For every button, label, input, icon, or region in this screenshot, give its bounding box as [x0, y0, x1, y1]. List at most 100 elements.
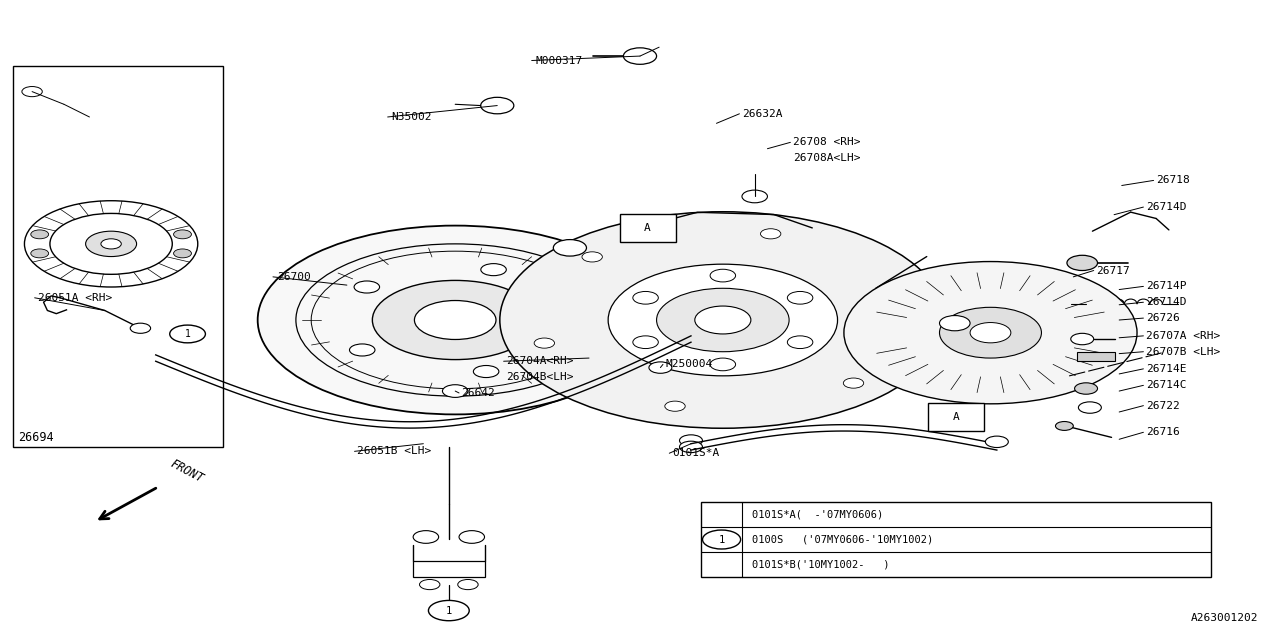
- Circle shape: [443, 385, 468, 397]
- Circle shape: [413, 531, 439, 543]
- Ellipse shape: [481, 264, 507, 276]
- Ellipse shape: [970, 323, 1011, 343]
- Bar: [413, 561, 485, 577]
- Text: 1: 1: [718, 534, 724, 545]
- Circle shape: [174, 230, 192, 239]
- Text: 26718: 26718: [1156, 175, 1190, 186]
- Text: 26714D: 26714D: [1146, 202, 1187, 212]
- Circle shape: [1056, 422, 1074, 430]
- Circle shape: [170, 325, 205, 343]
- Ellipse shape: [349, 344, 375, 356]
- Text: 26700: 26700: [276, 272, 311, 282]
- Ellipse shape: [355, 281, 380, 293]
- Ellipse shape: [86, 231, 137, 257]
- Ellipse shape: [415, 301, 495, 339]
- Circle shape: [31, 230, 49, 239]
- Text: 26714D: 26714D: [1146, 297, 1187, 307]
- Text: 26707A <RH>: 26707A <RH>: [1146, 331, 1220, 341]
- Bar: [13, 66, 223, 447]
- Circle shape: [1075, 383, 1097, 394]
- Text: 26704B<LH>: 26704B<LH>: [506, 372, 573, 382]
- Circle shape: [1079, 402, 1101, 413]
- Ellipse shape: [372, 280, 538, 360]
- Circle shape: [1068, 255, 1097, 271]
- Circle shape: [742, 190, 768, 203]
- Text: 26714E: 26714E: [1146, 364, 1187, 374]
- Ellipse shape: [499, 212, 946, 428]
- Text: 26714P: 26714P: [1146, 282, 1187, 291]
- Circle shape: [420, 579, 440, 589]
- Circle shape: [460, 531, 485, 543]
- Text: 26642: 26642: [462, 388, 495, 398]
- Circle shape: [174, 249, 192, 258]
- Text: M250004: M250004: [666, 360, 713, 369]
- Circle shape: [710, 269, 736, 282]
- Text: 1: 1: [184, 329, 191, 339]
- Ellipse shape: [101, 239, 122, 249]
- Text: N35002: N35002: [392, 112, 431, 122]
- Ellipse shape: [474, 365, 499, 378]
- Circle shape: [680, 435, 703, 446]
- Text: M000317: M000317: [535, 56, 582, 66]
- Text: 0101S*B('10MY1002-   ): 0101S*B('10MY1002- ): [753, 559, 890, 570]
- Text: 26716: 26716: [1146, 428, 1180, 437]
- Text: 0101S*A: 0101S*A: [672, 448, 719, 458]
- Ellipse shape: [940, 307, 1042, 358]
- Circle shape: [429, 600, 470, 621]
- Polygon shape: [29, 254, 192, 287]
- Circle shape: [986, 436, 1009, 447]
- Circle shape: [760, 228, 781, 239]
- Circle shape: [534, 338, 554, 348]
- Polygon shape: [29, 201, 192, 234]
- Ellipse shape: [844, 262, 1137, 404]
- Text: 26722: 26722: [1146, 401, 1180, 411]
- Circle shape: [787, 291, 813, 304]
- Circle shape: [787, 336, 813, 349]
- Text: A: A: [644, 223, 652, 233]
- Circle shape: [458, 579, 479, 589]
- Text: 0100S   ('07MY0606-'10MY1002): 0100S ('07MY0606-'10MY1002): [753, 534, 933, 545]
- Text: 26708 <RH>: 26708 <RH>: [792, 138, 860, 147]
- Circle shape: [710, 358, 736, 371]
- Circle shape: [1071, 333, 1093, 345]
- Circle shape: [632, 336, 658, 349]
- Circle shape: [664, 401, 685, 412]
- Text: 26726: 26726: [1146, 313, 1180, 323]
- Text: A263001202: A263001202: [1190, 613, 1258, 623]
- Ellipse shape: [657, 288, 788, 352]
- Circle shape: [131, 323, 151, 333]
- Bar: [1078, 353, 1115, 361]
- Text: 1: 1: [445, 605, 452, 616]
- Text: 26714C: 26714C: [1146, 380, 1187, 390]
- Circle shape: [22, 86, 42, 97]
- Text: A: A: [952, 412, 960, 422]
- Circle shape: [649, 362, 672, 373]
- Text: 26708A<LH>: 26708A<LH>: [792, 153, 860, 163]
- Bar: [620, 214, 676, 242]
- Text: 26717: 26717: [1096, 266, 1130, 275]
- Text: 26707B <LH>: 26707B <LH>: [1146, 347, 1220, 356]
- Text: 26051B <LH>: 26051B <LH>: [357, 446, 431, 456]
- Circle shape: [623, 48, 657, 64]
- Text: 26704A<RH>: 26704A<RH>: [506, 356, 573, 366]
- Bar: [928, 403, 984, 431]
- Text: 26694: 26694: [18, 431, 54, 444]
- Polygon shape: [873, 344, 1107, 393]
- Bar: [701, 502, 1211, 577]
- Ellipse shape: [608, 264, 837, 376]
- Circle shape: [481, 97, 513, 114]
- Circle shape: [891, 292, 911, 302]
- Circle shape: [582, 252, 603, 262]
- Polygon shape: [873, 273, 1107, 321]
- Circle shape: [553, 239, 586, 256]
- Text: 26051A <RH>: 26051A <RH>: [38, 292, 113, 303]
- Text: 26632A: 26632A: [742, 109, 782, 119]
- Text: 0101S*A(  -'07MY0606): 0101S*A( -'07MY0606): [753, 509, 883, 520]
- Circle shape: [703, 530, 741, 549]
- Circle shape: [940, 316, 970, 331]
- Ellipse shape: [695, 306, 751, 334]
- Circle shape: [632, 291, 658, 304]
- Ellipse shape: [549, 298, 575, 310]
- Circle shape: [31, 249, 49, 258]
- Ellipse shape: [257, 225, 653, 415]
